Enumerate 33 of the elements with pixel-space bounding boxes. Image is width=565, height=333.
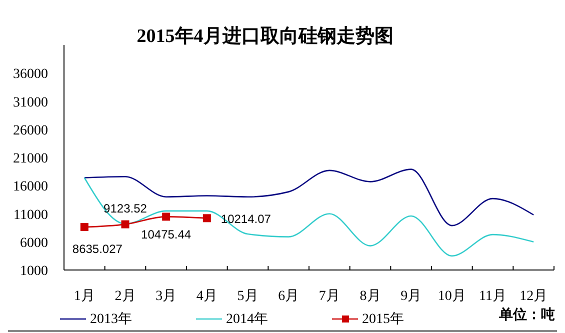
line-series xyxy=(84,168,534,226)
data-label: 9123.52 xyxy=(104,201,148,216)
point xyxy=(121,220,130,228)
y-tick-label: 31000 xyxy=(13,95,48,110)
x-tick-label: 4月 xyxy=(196,289,218,304)
point xyxy=(202,214,211,222)
y-tick-label: 16000 xyxy=(13,180,48,195)
data-label: 10475.44 xyxy=(141,228,192,242)
point xyxy=(80,223,88,232)
x-tick-label: 12月 xyxy=(520,289,548,304)
y-tick-label: 11000 xyxy=(14,208,48,223)
point xyxy=(162,212,170,221)
data-label: 8635.027 xyxy=(72,242,123,256)
y-tick-label: 36000 xyxy=(13,67,48,82)
x-tick-label: 9月 xyxy=(400,289,422,304)
y-tick-label: 21000 xyxy=(13,152,48,166)
x-tick-label: 10月 xyxy=(438,289,466,304)
text: 单位：吨 xyxy=(498,307,555,323)
x-tick-label: 5月 xyxy=(237,289,258,304)
legend-label: 2015年 xyxy=(362,311,404,327)
legend-label: 2013年 xyxy=(90,311,132,327)
x-tick-label: 1月 xyxy=(74,289,95,304)
y-tick-label: 6000 xyxy=(20,236,48,251)
y-tick-label: 1000 xyxy=(20,264,48,279)
x-tick-label: 7月 xyxy=(318,289,340,304)
y-tick-label: 26000 xyxy=(13,123,48,138)
x-tick-label: 2月 xyxy=(114,289,136,304)
x-tick-label: 11月 xyxy=(479,289,506,304)
x-tick-label: 8月 xyxy=(360,289,381,304)
chart-title: 2015年4月进口取向硅钢走势图 xyxy=(136,25,394,47)
x-tick-label: 6月 xyxy=(278,289,300,304)
x-tick-label: 3月 xyxy=(156,289,177,304)
legend-label: 2014年 xyxy=(226,311,268,327)
